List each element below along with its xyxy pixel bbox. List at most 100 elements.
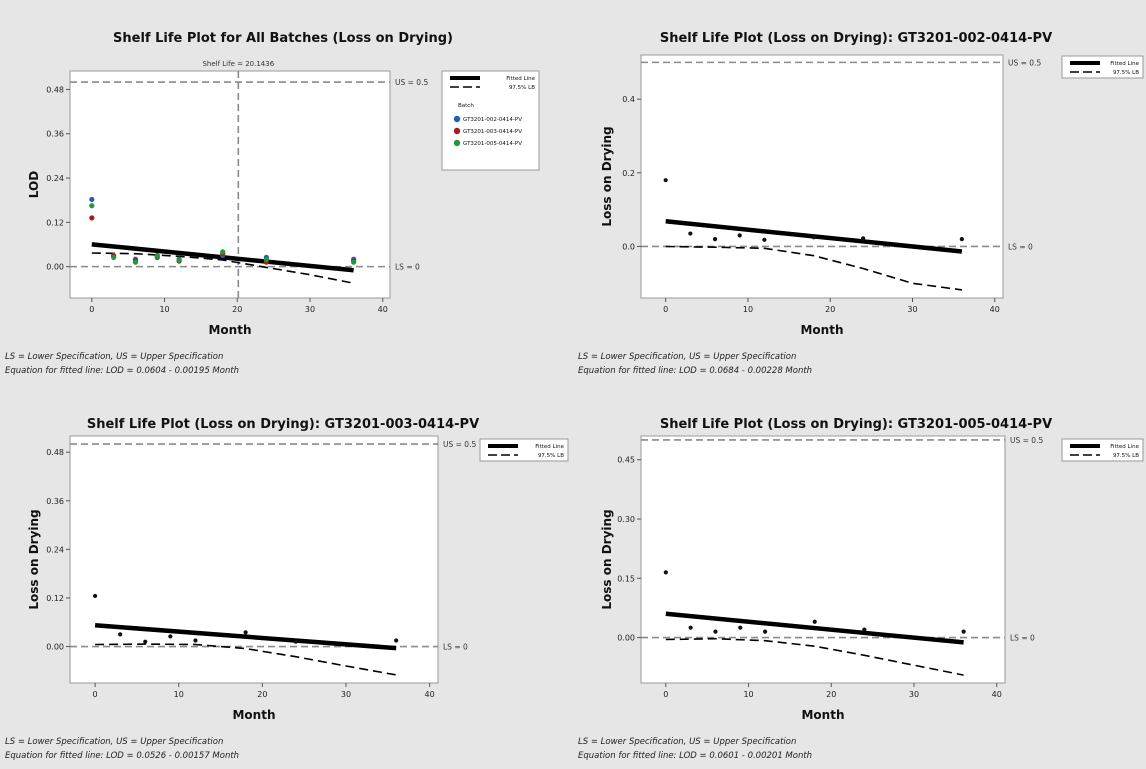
data-point	[220, 249, 226, 255]
legend-batch-label: GT3201-003-0414-PV	[463, 129, 522, 135]
x-tick-label: 40	[378, 305, 388, 314]
data-point	[351, 259, 357, 265]
legend-batch-label: GT3201-002-0414-PV	[463, 117, 522, 123]
footnote: Equation for fitted line: LOD = 0.0684 -…	[578, 366, 812, 376]
footnote: LS = Lower Specification, US = Upper Spe…	[578, 352, 796, 362]
upper-spec-label: US = 0.5	[1010, 436, 1043, 445]
y-tick-label: 0.00	[617, 634, 635, 643]
footnote: Equation for fitted line: LOD = 0.0604 -…	[5, 366, 239, 376]
lower-bound-line	[95, 643, 397, 676]
y-tick-label: 0.0	[622, 242, 635, 251]
footnote: Equation for fitted line: LOD = 0.0526 -…	[5, 751, 239, 761]
data-point	[193, 638, 198, 643]
y-tick-label: 0.48	[46, 85, 64, 94]
lower-spec-label: LS = 0	[395, 263, 420, 272]
data-point	[812, 619, 817, 624]
upper-spec-label: US = 0.5	[443, 440, 476, 449]
x-tick-label: 0	[89, 305, 94, 314]
legend-batch-marker	[453, 127, 461, 135]
footnote: LS = Lower Specification, US = Upper Spe…	[5, 352, 223, 362]
legend-batch-label: GT3201-005-0414-PV	[463, 141, 522, 147]
panel-batch-002: Shelf Life Plot (Loss on Drying): GT3201…	[573, 0, 1146, 384]
x-tick-label: 20	[257, 690, 267, 699]
chart-svg: Shelf Life Plot (Loss on Drying): GT3201…	[578, 31, 1144, 376]
data-point	[712, 236, 718, 242]
y-tick-label: 0.00	[46, 263, 64, 272]
data-point	[293, 639, 298, 644]
data-point	[762, 237, 767, 242]
chart-title: Shelf Life Plot (Loss on Drying): GT3201…	[87, 417, 479, 432]
y-tick-label: 0.45	[617, 456, 635, 465]
data-point	[118, 632, 123, 637]
fitted-line	[94, 623, 397, 651]
y-tick-label: 0.12	[46, 218, 64, 227]
data-point	[737, 233, 742, 238]
y-tick-label: 0.36	[46, 497, 64, 506]
legend-batch-marker	[453, 139, 461, 147]
panel-batch-005: Shelf Life Plot (Loss on Drying): GT3201…	[573, 385, 1146, 769]
x-tick-label: 30	[907, 305, 917, 314]
data-point	[811, 235, 816, 240]
data-point	[394, 638, 399, 643]
data-point	[688, 231, 693, 236]
shelf-life-label: Shelf Life = 20.1436	[202, 60, 274, 68]
chart-svg: Shelf Life Plot (Loss on Drying): GT3201…	[5, 417, 569, 761]
y-axis-label: LOD	[27, 171, 41, 198]
legend-bound-label: 97.5% LB	[509, 85, 535, 91]
data-point	[243, 630, 248, 635]
x-tick-label: 0	[663, 305, 668, 314]
lower-bound-line	[665, 245, 963, 291]
y-tick-label: 0.48	[46, 448, 64, 457]
x-tick-label: 0	[93, 690, 98, 699]
x-tick-label: 0	[663, 690, 668, 699]
x-axis-label: Month	[208, 323, 251, 337]
data-point	[143, 639, 148, 644]
x-axis-label: Month	[801, 708, 844, 722]
x-tick-label: 10	[174, 690, 184, 699]
panel-all-batches: Shelf Life Plot for All Batches (Loss on…	[0, 0, 573, 384]
upper-spec-label: US = 0.5	[395, 78, 428, 87]
legend-fitted-label: Fitted Line	[506, 76, 535, 82]
data-point	[168, 634, 173, 639]
y-tick-label: 0.36	[46, 130, 64, 139]
legend-batch-header: Batch	[458, 103, 474, 109]
y-tick-label: 0.15	[617, 574, 635, 583]
x-tick-label: 10	[743, 305, 753, 314]
y-tick-label: 0.24	[46, 174, 64, 183]
data-point	[89, 196, 95, 203]
lower-spec-label: LS = 0	[1008, 242, 1033, 251]
y-axis-label: Loss on Drying	[27, 509, 41, 609]
legend-fitted-label: Fitted Line	[1110, 61, 1139, 67]
y-tick-label: 0.4	[622, 95, 635, 104]
data-point	[861, 236, 866, 241]
data-point	[862, 627, 867, 632]
upper-spec-label: US = 0.5	[1008, 58, 1041, 67]
data-point	[663, 570, 668, 575]
legend-bound-label: 97.5% LB	[1113, 70, 1139, 76]
data-point	[132, 259, 139, 265]
footnote: LS = Lower Specification, US = Upper Spe…	[578, 737, 796, 747]
y-tick-label: 0.00	[46, 643, 64, 652]
chart-svg: Shelf Life Plot (Loss on Drying): GT3201…	[578, 417, 1144, 761]
lower-spec-label: LS = 0	[443, 643, 468, 652]
x-tick-label: 40	[425, 690, 435, 699]
x-tick-label: 40	[990, 305, 1000, 314]
legend-bound-label: 97.5% LB	[538, 453, 564, 459]
fitted-line	[665, 611, 964, 645]
plot-area	[640, 54, 1004, 299]
lower-spec-label: LS = 0	[1010, 634, 1035, 643]
data-point	[961, 629, 966, 634]
y-tick-label: 0.2	[622, 169, 635, 178]
x-axis-label: Month	[800, 323, 843, 337]
footnote: LS = Lower Specification, US = Upper Spe…	[5, 737, 223, 747]
data-point	[959, 236, 964, 242]
x-tick-label: 20	[232, 305, 242, 314]
data-point	[762, 629, 768, 634]
chart-title: Shelf Life Plot for All Batches (Loss on…	[113, 31, 453, 46]
x-axis-label: Month	[232, 708, 275, 722]
chart-svg: Shelf Life Plot for All Batches (Loss on…	[5, 31, 540, 376]
x-tick-label: 10	[159, 305, 169, 314]
footnote: Equation for fitted line: LOD = 0.0601 -…	[578, 751, 812, 761]
data-point	[263, 256, 269, 262]
